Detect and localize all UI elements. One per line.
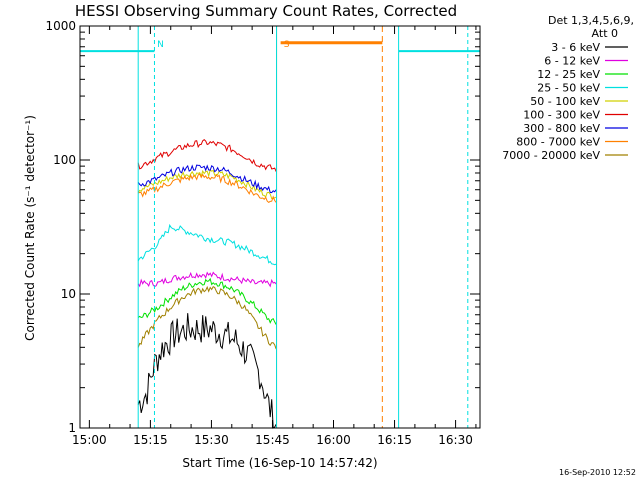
legend-header-line-1: Det 1,3,4,5,6,9, xyxy=(548,14,634,27)
legend-label-4: 25 - 50 keV xyxy=(537,82,600,95)
series-line-7 xyxy=(137,164,277,194)
x-tick-label-1: 15:00 xyxy=(72,433,107,447)
series-line-5 xyxy=(137,169,277,200)
legend-label-1: 3 - 6 keV xyxy=(551,41,600,54)
series-line-9 xyxy=(137,285,277,350)
legend-label-3: 12 - 25 keV xyxy=(537,68,600,81)
series-line-2 xyxy=(137,271,277,288)
series-line-8 xyxy=(138,173,277,204)
plot-frame xyxy=(79,25,481,429)
y-tick-label-4: 1000 xyxy=(45,19,76,33)
y-tick-label-1: 1 xyxy=(68,421,76,435)
legend-label-6: 100 - 300 keV xyxy=(523,109,600,122)
series-line-6 xyxy=(137,138,277,172)
legend-label-7: 300 - 800 keV xyxy=(523,122,600,135)
series-line-4 xyxy=(137,223,277,266)
series-line-1 xyxy=(137,313,277,429)
generation-timestamp: 16-Sep-2010 12:52 xyxy=(559,468,636,477)
legend-label-2: 6 - 12 keV xyxy=(544,55,600,68)
chart-title: HESSI Observing Summary Count Rates, Cor… xyxy=(75,2,457,20)
x-tick-label-4: 15:45 xyxy=(255,433,290,447)
flag-label-1: N xyxy=(157,40,164,50)
axes: 15:00 15:15 15:30 15:45 16:00 16:15 16:30 1 10 10… xyxy=(45,19,481,447)
legend-label-9: 7000 - 20000 keV xyxy=(502,149,600,162)
legend-label-8: 800 - 7000 keV xyxy=(516,136,600,149)
x-axis-label: Start Time (16-Sep-10 14:57:42) xyxy=(182,456,377,470)
y-axis-label: Corrected Count Rate (s⁻¹ detector⁻¹) xyxy=(23,115,37,341)
x-tick-label-6: 16:15 xyxy=(377,433,412,447)
flag-label-2: S xyxy=(284,40,290,50)
legend-header-line-2: Att 0 xyxy=(592,27,618,40)
y-tick-label-3: 100 xyxy=(53,153,76,167)
series-line-3 xyxy=(137,277,277,325)
legend-label-5: 50 - 100 keV xyxy=(530,95,600,108)
x-tick-label-2: 15:15 xyxy=(133,433,168,447)
x-tick-label-3: 15:30 xyxy=(194,433,229,447)
y-tick-label-2: 10 xyxy=(61,287,76,301)
x-tick-label-5: 16:00 xyxy=(316,433,351,447)
x-tick-label-7: 16:30 xyxy=(438,433,473,447)
